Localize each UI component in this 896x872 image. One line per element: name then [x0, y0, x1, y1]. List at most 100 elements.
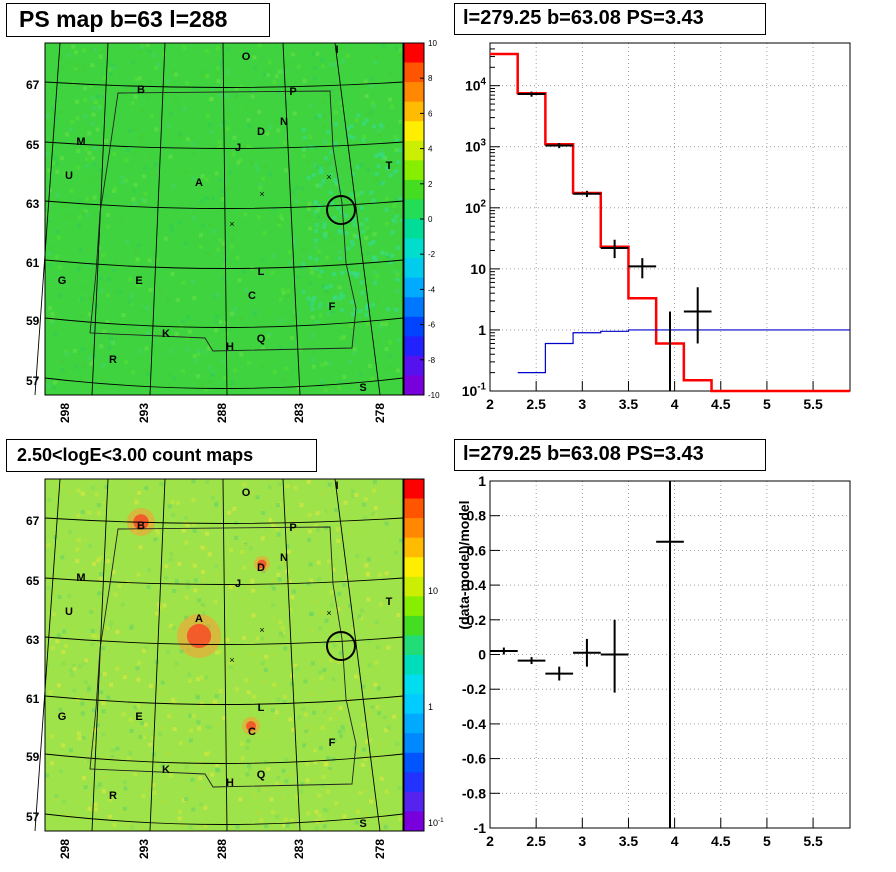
colorbar-label: 8: [428, 74, 433, 83]
map-pixel: [71, 663, 76, 668]
map-pixel: [370, 376, 375, 381]
source-label: S: [359, 818, 366, 830]
map-pixel: [396, 612, 401, 617]
map-pixel: [326, 311, 331, 316]
map-pixel: [243, 145, 248, 150]
map-pixel: [192, 86, 197, 91]
map-pixel: [222, 263, 227, 268]
map-pixel: [174, 72, 179, 77]
map-pixel: [228, 170, 233, 175]
map-pixel: [170, 228, 175, 233]
map-pixel: [296, 386, 301, 391]
map-pixel: [373, 60, 378, 65]
map-pixel: [56, 633, 61, 638]
map-pixel: [313, 600, 318, 605]
ps-map-title: PS map b=63 l=288: [6, 3, 270, 37]
map-pixel: [97, 672, 102, 677]
map-pixel: [257, 43, 262, 48]
map-pixel: [309, 611, 314, 616]
map-pixel: [255, 495, 260, 500]
map-pixel: [390, 104, 395, 109]
map-pixel: [233, 306, 238, 311]
map-pixel: [260, 363, 265, 368]
map-pixel: [324, 291, 329, 296]
map-pixel: [107, 345, 112, 350]
source-label: I: [335, 44, 338, 56]
map-pixel: [62, 369, 67, 374]
map-pixel: [319, 269, 324, 274]
map-pixel: [102, 672, 107, 677]
map-pixel: [299, 789, 304, 794]
map-pixel: [395, 277, 400, 282]
colorbar-frame: [403, 478, 425, 832]
map-pixel: [148, 684, 153, 689]
y-tick-label: 10: [470, 261, 486, 277]
map-pixel: [289, 673, 294, 678]
spectrum-title: l=279.25 b=63.08 PS=3.43: [454, 3, 766, 35]
map-pixel: [61, 275, 66, 280]
longitude-line: [282, 42, 301, 396]
map-pixel: [196, 352, 201, 357]
map-pixel: [230, 780, 235, 785]
map-pixel: [268, 171, 273, 176]
source-label: S: [359, 382, 366, 394]
map-pixel: [65, 352, 70, 357]
map-pixel: [355, 748, 360, 753]
map-pixel: [214, 502, 219, 507]
map-pixel: [47, 168, 52, 173]
map-pixel: [78, 248, 83, 253]
map-pixel: [64, 214, 69, 219]
map-pixel: [45, 773, 50, 778]
map-pixel: [329, 172, 334, 177]
map-pixel: [321, 64, 326, 69]
map-pixel: [362, 135, 367, 140]
map-pixel: [333, 295, 338, 300]
map-pixel: [275, 814, 280, 819]
map-pixel: [134, 249, 139, 254]
map-pixel: [297, 715, 302, 720]
map-pixel: [198, 776, 203, 781]
map-pixel: [59, 367, 64, 372]
colorbar-cell: [404, 297, 424, 318]
map-pixel: [73, 365, 78, 370]
map-pixel: [188, 825, 193, 830]
colorbar-cell: [404, 811, 424, 832]
map-pixel: [251, 588, 256, 593]
map-pixel: [364, 94, 369, 99]
map-pixel: [277, 69, 282, 74]
map-pixel: [46, 543, 51, 548]
map-pixel: [88, 178, 93, 183]
map-pixel: [359, 190, 364, 195]
map-pixel: [134, 497, 139, 502]
spectrum-chart: 2 2.5 3 3.5 4 4.5 5 5.5 10-1 1 10 102 103 104: [462, 42, 851, 412]
map-pixel: [278, 213, 283, 218]
map-pixel: [354, 118, 359, 123]
colorbar-label: 1: [428, 702, 433, 712]
map-pixel: [341, 294, 346, 299]
target-circle: [326, 195, 356, 225]
map-pixel: [333, 141, 338, 146]
map-pixel: [393, 550, 398, 555]
map-pixel: [87, 295, 92, 300]
map-pixel: [387, 365, 392, 370]
map-pixel: [382, 715, 387, 720]
map-pixel: [131, 481, 136, 486]
map-pixel: [338, 706, 343, 711]
map-pixel: [209, 97, 214, 102]
map-pixel: [337, 256, 342, 261]
map-pixel: [351, 494, 356, 499]
source-label: J: [235, 142, 241, 154]
map-pixel: [314, 228, 319, 233]
map-pixel: [309, 578, 314, 583]
map-pixel: [172, 69, 177, 74]
map-pixel: [177, 134, 182, 139]
map-pixel: [245, 772, 250, 777]
map-pixel: [398, 687, 403, 692]
map-pixel: [379, 123, 384, 128]
map-pixel: [225, 126, 230, 131]
map-pixel: [89, 609, 94, 614]
map-pixel: [95, 174, 100, 179]
map-pixel: [277, 577, 282, 582]
background-step-line: [517, 329, 850, 374]
map-pixel: [301, 154, 306, 159]
